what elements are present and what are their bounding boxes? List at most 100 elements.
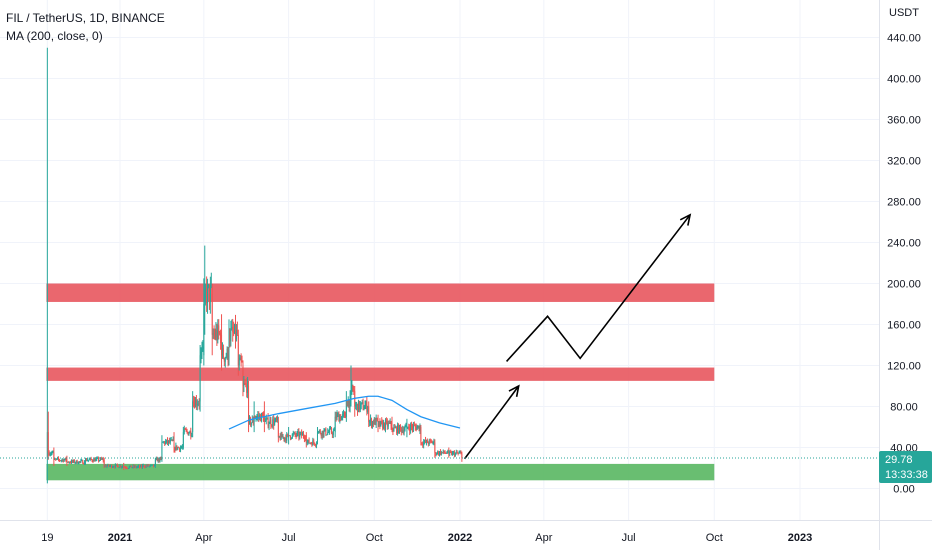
candle-body: [438, 451, 440, 455]
candle: [112, 465, 114, 468]
candle-body: [320, 433, 322, 437]
candle-body: [250, 422, 252, 425]
candle-body: [132, 465, 134, 468]
candle-body: [310, 442, 312, 444]
candle: [348, 400, 350, 412]
candle: [114, 463, 116, 469]
candle-body: [382, 421, 384, 429]
candle: [221, 342, 223, 359]
candle: [427, 441, 429, 447]
candle: [181, 444, 183, 450]
candle: [58, 458, 60, 462]
candle-body: [292, 433, 294, 435]
candle: [105, 464, 107, 468]
candle-body: [117, 465, 119, 468]
y-tick-label: 320.00: [887, 156, 921, 168]
candle: [168, 437, 170, 444]
candle-body: [182, 432, 184, 448]
candle-body: [366, 401, 368, 412]
candle: [408, 423, 410, 431]
candle-body: [455, 452, 457, 454]
candle: [222, 344, 224, 360]
candle-body: [452, 452, 454, 454]
candle-body: [180, 447, 182, 451]
candle: [199, 345, 201, 412]
candle: [238, 354, 240, 371]
candle: [304, 435, 306, 442]
candle: [461, 451, 463, 462]
candle: [55, 458, 57, 461]
candle-body: [452, 452, 454, 455]
candle-body: [348, 400, 350, 408]
candle-body: [93, 458, 95, 462]
candle: [233, 321, 235, 337]
candle-body: [118, 467, 120, 469]
candle: [227, 347, 229, 367]
symbol-title[interactable]: FIL / TetherUS, 1D, BINANCE: [6, 11, 165, 25]
candle: [363, 405, 365, 411]
candle-body: [128, 466, 130, 468]
candle: [248, 380, 250, 433]
candle: [289, 435, 291, 441]
candle-body: [163, 441, 165, 443]
candle-body: [204, 293, 206, 304]
indicator-label[interactable]: MA (200, close, 0): [6, 29, 103, 43]
candle-body: [324, 428, 326, 431]
candle: [388, 420, 390, 424]
candle-body: [351, 385, 353, 392]
candle-body: [178, 447, 180, 449]
candle-body: [262, 413, 264, 416]
candle-body: [451, 452, 453, 455]
candle: [275, 416, 277, 423]
candle-body: [242, 365, 244, 386]
candle-body: [437, 451, 439, 454]
candle-body: [295, 434, 297, 436]
x-tick-label: Jul: [622, 532, 636, 544]
candle-body: [176, 445, 178, 450]
candle: [371, 417, 373, 429]
candle-body: [195, 399, 197, 406]
candle-body: [74, 462, 76, 464]
candle: [196, 399, 198, 411]
candle-body: [403, 430, 405, 433]
candle-body: [303, 436, 305, 439]
candle: [58, 456, 60, 462]
candle-body: [294, 432, 296, 435]
candle-body: [234, 324, 236, 334]
candle: [215, 322, 217, 341]
candle-body: [173, 442, 175, 448]
candle: [372, 419, 374, 428]
candle-body: [215, 330, 217, 338]
candle: [409, 424, 411, 436]
candle: [152, 464, 154, 466]
candle-body: [360, 402, 362, 405]
candle: [294, 430, 296, 438]
candle: [150, 464, 152, 467]
candle-body: [54, 458, 56, 460]
candle-body: [379, 421, 381, 427]
candle-body: [350, 391, 352, 402]
candle: [316, 441, 318, 449]
candle-body: [290, 438, 292, 440]
candle: [211, 283, 213, 356]
candle-body: [172, 439, 174, 441]
candle: [291, 433, 293, 439]
candle: [359, 400, 361, 413]
candle: [415, 423, 417, 432]
candle: [145, 464, 147, 469]
candle-body: [446, 452, 448, 454]
candle: [216, 323, 218, 346]
candle: [141, 463, 143, 470]
candle-body: [187, 431, 189, 436]
candle-body: [251, 419, 253, 423]
candle: [93, 457, 95, 462]
candle: [338, 411, 340, 422]
candle-body: [384, 421, 386, 429]
candle: [186, 428, 188, 434]
candle-body: [377, 421, 379, 425]
candle-body: [246, 384, 248, 393]
candle-body: [86, 460, 88, 462]
candle-body: [282, 436, 284, 438]
